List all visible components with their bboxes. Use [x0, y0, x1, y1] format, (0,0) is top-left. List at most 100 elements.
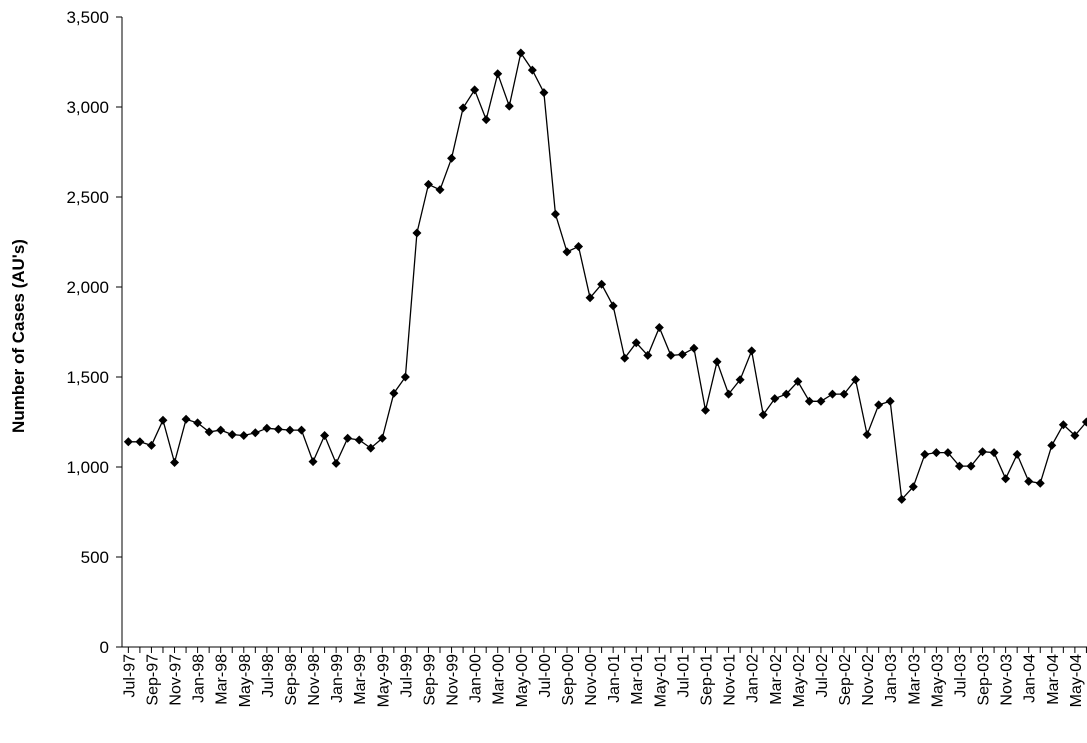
x-tick-label: Sep-98: [283, 654, 300, 706]
data-point: [747, 346, 757, 356]
x-tick-label: Jan-01: [606, 654, 623, 703]
data-point: [527, 65, 537, 75]
x-tick-label: Jan-98: [191, 654, 208, 703]
data-point: [978, 447, 988, 457]
data-point: [239, 431, 249, 440]
data-point: [954, 461, 964, 471]
data-point: [516, 48, 526, 58]
data-point: [447, 153, 457, 163]
x-tick-label: Nov-97: [168, 654, 185, 706]
x-tick-label: Sep-03: [976, 654, 993, 706]
data-point: [216, 425, 226, 435]
x-tick-label: Mar-02: [768, 654, 785, 705]
data-point: [1012, 449, 1022, 459]
x-tick-label: May-98: [237, 654, 254, 707]
y-tick-label: 3,500: [66, 8, 109, 27]
y-tick-label: 1,500: [66, 368, 109, 387]
x-tick-label: Jan-99: [329, 654, 346, 703]
plot-area: [123, 48, 1087, 504]
x-tick-label: Sep-97: [144, 654, 161, 706]
data-point: [920, 449, 930, 459]
data-point: [423, 179, 433, 189]
x-tick-label: Jan-02: [745, 654, 762, 703]
x-tick-label: May-00: [514, 654, 531, 707]
data-point: [966, 461, 976, 471]
data-point: [135, 437, 145, 447]
data-point: [458, 103, 468, 113]
data-point: [862, 430, 872, 440]
x-tick-label: Jul-99: [398, 654, 415, 698]
data-point: [250, 428, 260, 438]
x-tick-label: Sep-02: [837, 654, 854, 706]
data-point: [827, 389, 837, 399]
data-point: [1035, 478, 1045, 488]
data-point: [296, 425, 306, 435]
y-tick-label: 0: [100, 638, 109, 657]
data-point: [804, 396, 814, 406]
x-tick-label: Jul-01: [675, 654, 692, 698]
x-tick-label: Jan-00: [468, 654, 485, 703]
x-tick-label: May-99: [375, 654, 392, 707]
y-tick-label: 3,000: [66, 98, 109, 117]
data-point: [851, 375, 861, 385]
data-point: [1081, 417, 1087, 427]
data-point: [608, 301, 618, 311]
data-point: [943, 448, 953, 458]
x-tick-label: Jul-98: [260, 654, 277, 698]
data-point: [885, 396, 895, 406]
x-tick-label: Jul-03: [952, 654, 969, 698]
data-point: [666, 350, 676, 360]
data-point: [320, 431, 330, 440]
x-tick-label: Nov-03: [999, 654, 1016, 706]
y-tick-label: 500: [81, 548, 109, 567]
data-point: [712, 357, 722, 367]
data-point: [493, 69, 503, 79]
data-point: [1001, 474, 1011, 484]
data-point: [677, 350, 687, 359]
x-tick-label: Jan-04: [1022, 654, 1039, 703]
x-tick-label: Mar-04: [1045, 654, 1062, 705]
data-point: [897, 494, 907, 504]
x-tick-label: Nov-00: [583, 654, 600, 706]
x-tick-label: Nov-98: [306, 654, 323, 706]
data-point: [597, 279, 607, 289]
y-tick-label: 2,500: [66, 188, 109, 207]
data-point: [989, 448, 999, 458]
data-point: [562, 247, 572, 257]
data-point: [550, 209, 560, 219]
x-tick-label: Mar-03: [906, 654, 923, 705]
data-point: [1070, 431, 1080, 440]
data-point: [631, 338, 641, 348]
data-point: [781, 389, 791, 399]
data-point: [481, 115, 491, 125]
series-line: [128, 51, 1087, 501]
x-tick-label: Jul-00: [537, 654, 554, 698]
data-point: [770, 394, 780, 404]
data-point: [1047, 440, 1057, 450]
data-point: [273, 424, 283, 434]
data-point: [793, 377, 803, 386]
data-point: [874, 400, 884, 410]
data-point: [574, 242, 584, 251]
y-axis-label: Number of Cases (AU's): [9, 239, 28, 433]
x-tick-label: Sep-00: [560, 654, 577, 706]
x-tick-label: Nov-02: [860, 654, 877, 706]
data-point: [839, 389, 849, 399]
x-tick-label: Mar-01: [629, 654, 646, 705]
data-point: [170, 458, 180, 467]
y-tick-label: 2,000: [66, 278, 109, 297]
data-point: [701, 405, 711, 415]
x-tick-label: May-04: [1068, 654, 1085, 707]
x-tick-label: Mar-00: [491, 654, 508, 705]
data-point: [504, 101, 514, 111]
data-point: [585, 293, 595, 303]
x-tick-label: Jan-03: [883, 654, 900, 703]
data-point: [146, 440, 156, 450]
data-point: [123, 437, 133, 447]
data-point: [308, 457, 318, 467]
data-point: [204, 427, 214, 437]
x-axis-ticks: Jul-97 Sep-97 Nov-97 Jan-98 Mar-98 May-98 Jul-…: [121, 647, 1087, 707]
data-point: [331, 458, 341, 468]
data-point: [389, 388, 399, 398]
data-point: [354, 435, 364, 445]
